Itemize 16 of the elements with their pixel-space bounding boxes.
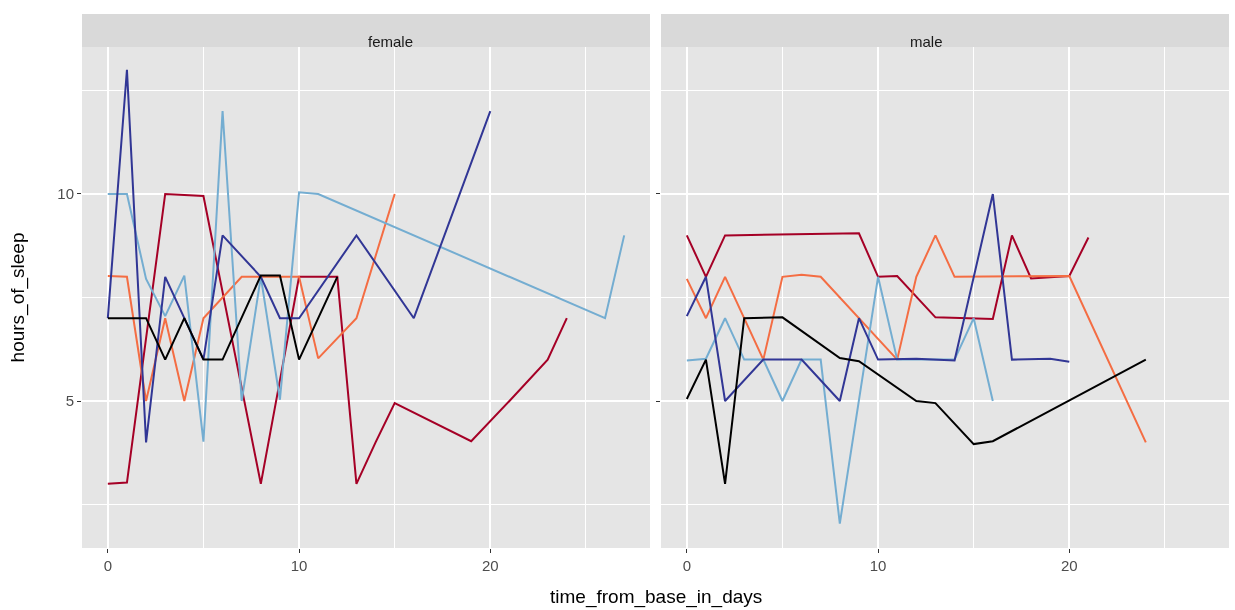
x-tick-label: 0: [103, 557, 112, 574]
line-series: [106, 192, 568, 485]
line-series: [106, 68, 492, 444]
x-axis-title: time_from_base_in_days: [550, 586, 763, 608]
line-series: [106, 274, 339, 361]
chart-title: female: [368, 33, 414, 50]
x-tick-label: 20: [481, 557, 499, 574]
y-tick-label: 5: [65, 392, 74, 410]
y-axis-title: hours_of_sleep: [7, 232, 30, 363]
line-series: [106, 110, 626, 443]
x-tick-label: 0: [682, 557, 691, 574]
chart-title: male: [910, 33, 943, 50]
x-tick-label: 10: [869, 557, 887, 574]
x-tick-label: 10: [290, 557, 308, 574]
x-tick-label: 20: [1060, 557, 1078, 574]
line-series: [106, 192, 396, 403]
